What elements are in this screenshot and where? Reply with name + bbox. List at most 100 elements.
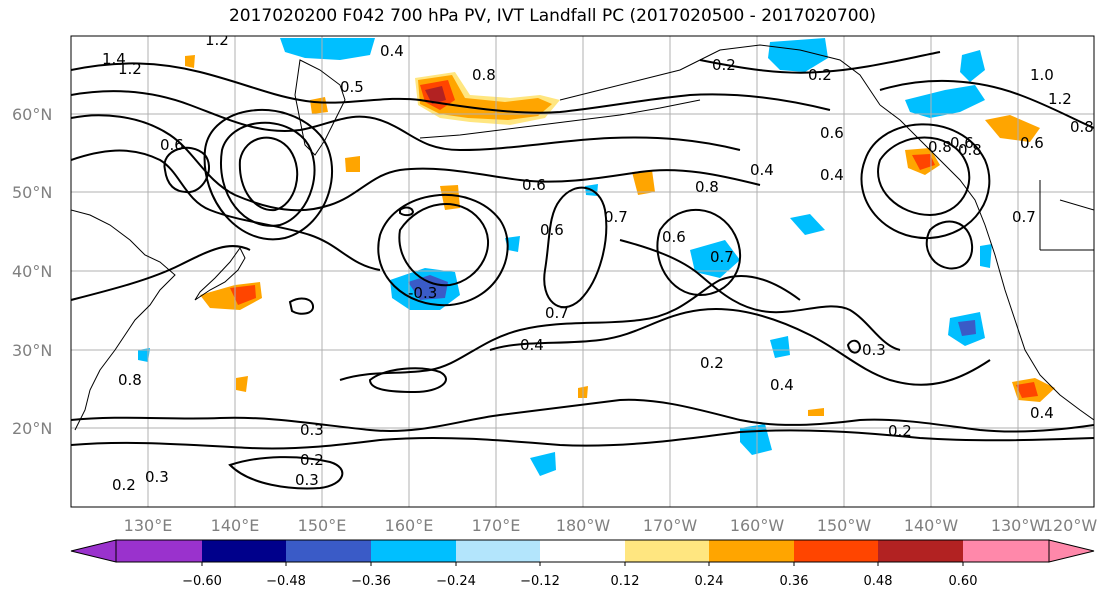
contour-label: 0.4 xyxy=(750,161,774,179)
contour-line xyxy=(238,136,299,212)
contour-line xyxy=(619,239,901,351)
coastline-asia xyxy=(71,209,176,431)
contour-label: 0.6 xyxy=(1020,134,1044,152)
contour-label: 0.7 xyxy=(545,304,569,322)
blue-patch xyxy=(138,348,150,362)
border-line xyxy=(1039,180,1094,251)
contour-line xyxy=(656,208,741,297)
contour-line xyxy=(860,123,991,240)
contour-label: 0.5 xyxy=(340,78,364,96)
coastline-alaska xyxy=(559,44,881,106)
contour-line xyxy=(489,308,991,386)
map-title: 2017020200 F042 700 hPa PV, IVT Landfall… xyxy=(228,6,876,26)
orange-patch xyxy=(236,376,248,392)
contour-line xyxy=(877,136,971,217)
contour-line xyxy=(879,79,1094,129)
colorbar-segment xyxy=(202,540,286,562)
blue-patch xyxy=(408,275,448,300)
contour-line xyxy=(846,339,862,354)
contour-label: 0.8 xyxy=(928,138,952,156)
blue-patch xyxy=(690,240,740,278)
lon-label: 160°E xyxy=(385,516,434,535)
blue-patch xyxy=(768,38,828,72)
contour-label: 1.2 xyxy=(205,31,229,49)
colorbar-tick-label: −0.24 xyxy=(436,574,476,589)
contour-line xyxy=(399,206,415,217)
colorbar-max-extension xyxy=(1048,539,1095,563)
contour-label: 0.8 xyxy=(472,66,496,84)
contour-line xyxy=(339,275,801,381)
colorbar-tick-label: 0.48 xyxy=(864,574,893,589)
blue-patch xyxy=(280,38,375,60)
colorbar-segment xyxy=(794,540,878,562)
orange-patch xyxy=(1016,382,1038,398)
pv-contours xyxy=(71,51,1094,490)
contour-label: 0.6 xyxy=(662,228,686,246)
contour-line xyxy=(71,149,381,271)
map-panel: 1.4 1.2 1.2 0.4 0.5 0.8 0.2 0.2 0.6 0.6 … xyxy=(70,31,1095,508)
graticule xyxy=(71,36,1094,507)
contour-label: 1.0 xyxy=(1030,66,1054,84)
orange-patch xyxy=(985,115,1040,142)
colorbar-segment xyxy=(456,540,540,562)
orange-patch xyxy=(808,408,824,416)
contour-line xyxy=(228,456,344,490)
contour-label: 0.6 xyxy=(160,136,184,154)
colorbar-tick-label: 0.60 xyxy=(949,574,978,589)
contour-label: 0.7 xyxy=(1012,208,1036,226)
contour-labels: 1.4 1.2 1.2 0.4 0.5 0.8 0.2 0.2 0.6 0.6 … xyxy=(102,31,1094,494)
contour-label: 0.4 xyxy=(770,376,794,394)
colorbar-segment xyxy=(286,540,371,562)
lon-label: 170°E xyxy=(472,516,521,535)
contour-line xyxy=(71,245,251,301)
contour-label: 0.7 xyxy=(604,208,628,226)
coastlines xyxy=(71,44,1094,431)
contour-label: 0.4 xyxy=(820,166,844,184)
colorbar: −0.60 −0.48 −0.36 −0.24 −0.12 0.12 0.24 … xyxy=(70,539,1095,589)
orange-patch xyxy=(230,285,256,305)
contour-line xyxy=(220,121,316,227)
blue-patch xyxy=(905,85,985,118)
lon-label: 180°W xyxy=(556,516,611,535)
contour-label: 0.8 xyxy=(695,178,719,196)
contour-line xyxy=(377,193,509,307)
orange-patch xyxy=(425,86,446,104)
contour-label: 1.2 xyxy=(118,60,142,78)
colorbar-tick-label: 0.36 xyxy=(780,574,809,589)
colorbar-min-extension xyxy=(70,539,117,563)
colorbar-frame xyxy=(115,539,1050,563)
lon-label: 160°W xyxy=(730,516,785,535)
contour-label: 0.7 xyxy=(710,248,734,266)
contour-line xyxy=(71,114,761,212)
coastline-namerica xyxy=(879,104,1094,421)
lat-label: 30°N xyxy=(12,341,52,360)
contour-label: 0.6 xyxy=(522,176,546,194)
orange-patch xyxy=(310,97,328,114)
colorbar-segment xyxy=(963,540,1049,562)
lon-label: 140°W xyxy=(904,516,959,535)
colorbar-segment xyxy=(709,540,794,562)
contour-line xyxy=(71,429,1094,450)
latitude-labels: 60°N 50°N 40°N 30°N 20°N xyxy=(12,105,52,438)
map-frame xyxy=(70,35,1095,508)
colorbar-segment xyxy=(878,540,963,562)
contour-label: 0.6 xyxy=(540,221,564,239)
colorbar-segment xyxy=(371,540,456,562)
colorbar-segment xyxy=(116,540,202,562)
colorbar-tick-label: −0.36 xyxy=(351,574,391,589)
lon-label: 170°W xyxy=(643,516,698,535)
contour-label: 0.3 xyxy=(862,341,886,359)
contour-label: 0.6 xyxy=(950,134,974,152)
contour-label: -0.3 xyxy=(408,284,437,302)
colorbar-tick-label: −0.12 xyxy=(520,574,560,589)
contour-label: 0.2 xyxy=(888,422,912,440)
orange-patch xyxy=(185,55,195,68)
contour-label: 0.8 xyxy=(958,141,982,159)
contour-label: 0.8 xyxy=(118,371,142,389)
colorbar-tick-label: 0.12 xyxy=(611,574,640,589)
lon-label: 120°W xyxy=(1043,516,1098,535)
contour-label: 0.2 xyxy=(712,56,736,74)
blue-patch xyxy=(960,50,985,82)
contour-line xyxy=(163,146,210,194)
